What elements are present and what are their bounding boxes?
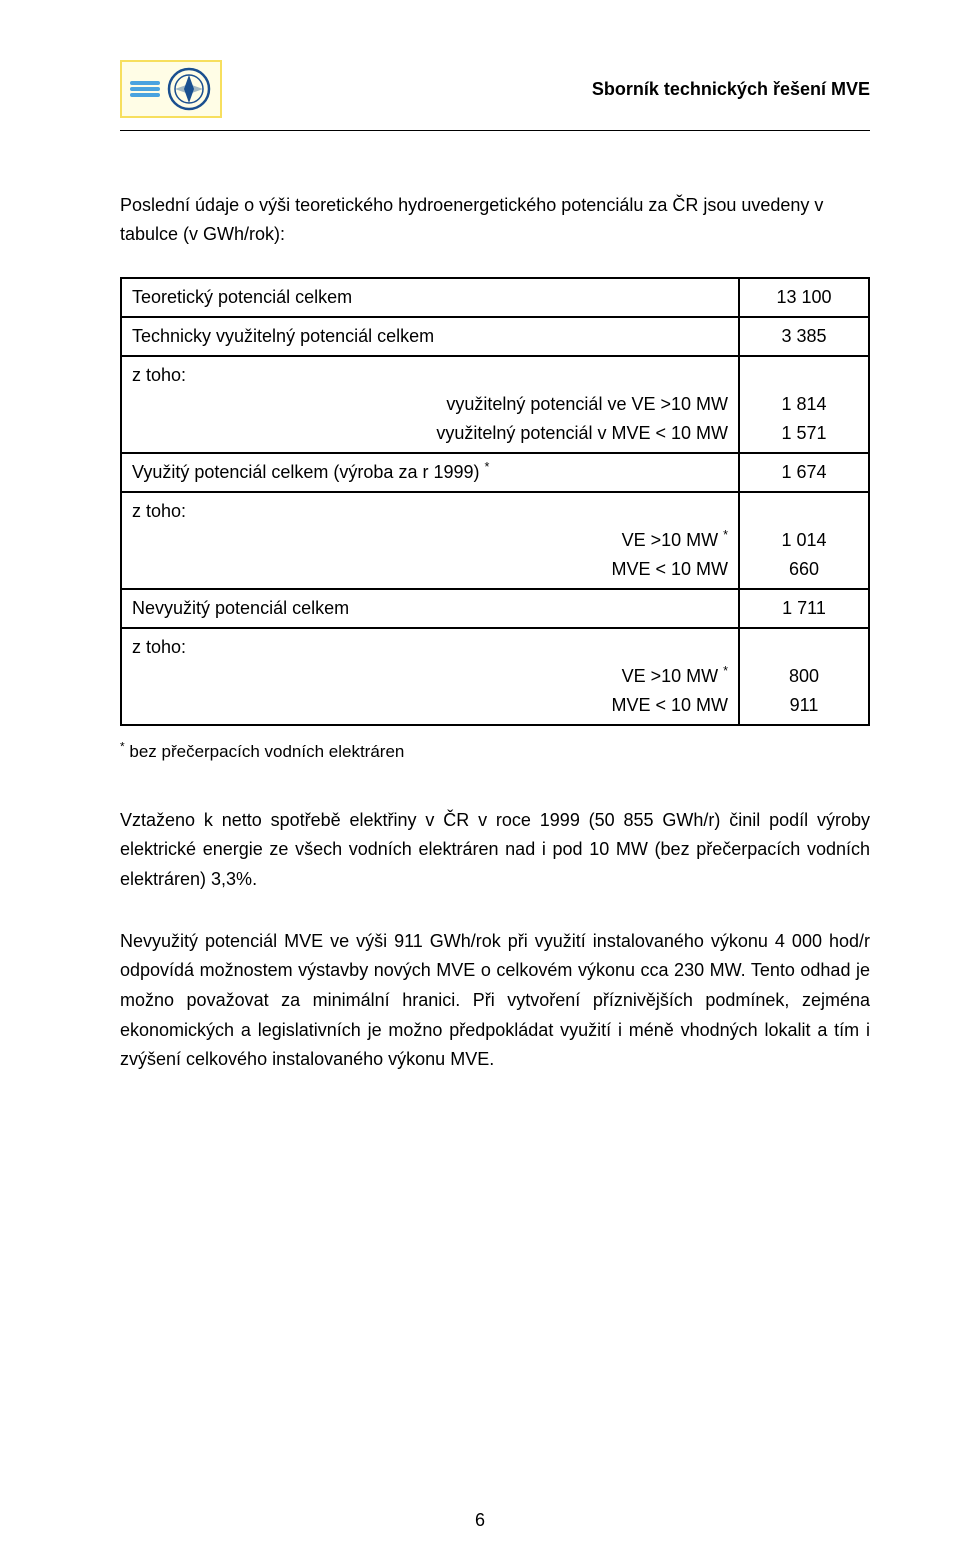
row-label: Technicky využitelný potenciál celkem [132,326,434,346]
subrow-label: VE >10 MW * [622,666,728,687]
subrow-head: z toho: [132,365,186,386]
subrow-label: MVE < 10 MW [611,695,728,716]
row-value: 1 674 [781,462,826,482]
table-row: Teoretický potenciál celkem 13 100 [121,278,869,317]
row-label: Využitý potenciál celkem (výroba za r 19… [132,462,489,482]
table-row: Nevyužitý potenciál celkem 1 711 [121,589,869,628]
table-footnote: * bez přečerpacích vodních elektráren [120,742,870,762]
table-row: Využitý potenciál celkem (výroba za r 19… [121,453,869,492]
row-value: 3 385 [781,326,826,346]
logo-waves-icon [130,81,160,97]
page-header: Sborník technických řešení MVE [120,60,870,118]
table-row: Technicky využitelný potenciál celkem 3 … [121,317,869,356]
subrow-head: z toho: [132,637,186,658]
subrow-value: 800 [789,666,819,687]
row-label: Nevyužitý potenciál celkem [132,598,349,618]
potential-table: Teoretický potenciál celkem 13 100 Techn… [120,277,870,726]
subrow-head: z toho: [132,501,186,522]
subrow-label: MVE < 10 MW [611,559,728,580]
page: Sborník technických řešení MVE Poslední … [0,0,960,1563]
table-row: z toho: VE >10 MW * MVE < 10 MW [121,492,869,589]
subrow-value: 1 814 [781,394,826,415]
subrow-label: VE >10 MW * [622,530,728,551]
logo [120,60,222,118]
table-row: z toho: využitelný potenciál ve VE >10 M… [121,356,869,453]
table-row: z toho: VE >10 MW * MVE < 10 MW [121,628,869,725]
paragraph: Nevyužitý potenciál MVE ve výši 911 GWh/… [120,927,870,1075]
paragraph: Vztaženo k netto spotřebě elektřiny v ČR… [120,806,870,895]
subrow-label: využitelný potenciál ve VE >10 MW [446,394,728,415]
subrow-value: 911 [790,695,819,716]
subrow-value: 1 014 [781,530,826,551]
header-divider [120,130,870,131]
logo-emblem-icon [166,66,212,112]
intro-text: Poslední údaje o výši teoretického hydro… [120,191,870,249]
subrow-value: 660 [789,559,819,580]
row-value: 1 711 [782,598,826,618]
subrow-label: využitelný potenciál v MVE < 10 MW [436,423,728,444]
subrow-value: 1 571 [781,423,826,444]
header-title: Sborník technických řešení MVE [592,79,870,100]
row-label: Teoretický potenciál celkem [132,287,352,307]
page-number: 6 [0,1510,960,1531]
row-value: 13 100 [776,287,831,307]
